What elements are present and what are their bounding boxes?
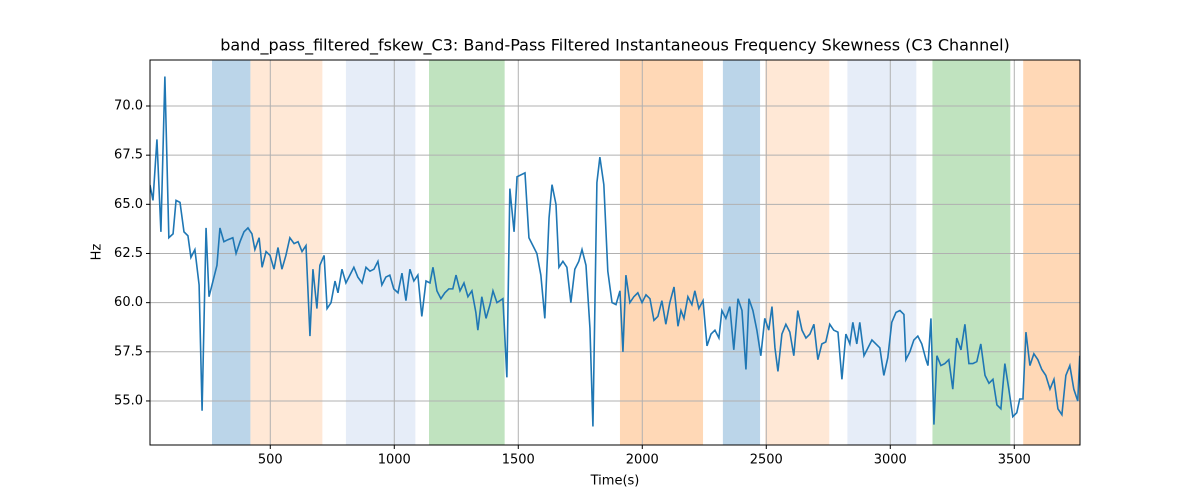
- y-tick-label: 62.5: [114, 246, 143, 261]
- shaded-span: [1023, 60, 1080, 445]
- shaded-span: [429, 60, 505, 445]
- y-tick-label: 60.0: [114, 295, 143, 310]
- shaded-span: [619, 60, 704, 445]
- x-tick-label: 1500: [502, 453, 535, 468]
- y-tick-label: 67.5: [114, 148, 143, 163]
- shaded-span: [345, 60, 416, 445]
- chart-title: band_pass_filtered_fskew_C3: Band-Pass F…: [220, 36, 1010, 56]
- x-tick-label: 3500: [998, 453, 1031, 468]
- shaded-span: [765, 60, 830, 445]
- x-tick-label: 3000: [874, 453, 907, 468]
- y-tick-label: 57.5: [114, 344, 143, 359]
- x-tick-label: 500: [258, 453, 283, 468]
- plot-frame: [149, 59, 1081, 446]
- y-tick-label: 70.0: [114, 99, 143, 114]
- x-tick-label: 2500: [750, 453, 783, 468]
- shaded-span: [722, 60, 761, 445]
- y-tick-label: 65.0: [114, 197, 143, 212]
- shaded-span: [932, 60, 1011, 445]
- shaded-span: [847, 60, 917, 445]
- y-axis-label: Hz: [90, 244, 105, 261]
- x-tick-label: 2000: [626, 453, 659, 468]
- x-tick-label: 1000: [378, 453, 411, 468]
- x-axis-label: Time(s): [590, 474, 640, 489]
- y-tick-label: 55.0: [114, 393, 143, 408]
- data-line: [150, 76, 1080, 427]
